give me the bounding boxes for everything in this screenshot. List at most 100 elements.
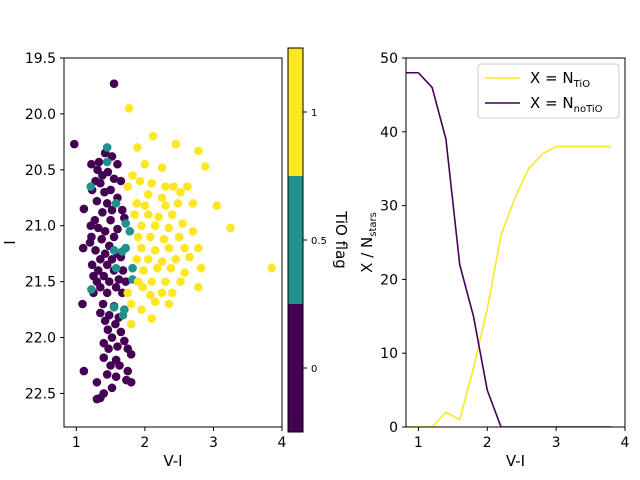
line-y-axis-label-main: X / N bbox=[358, 237, 376, 273]
scatter-point-flag-0-27 bbox=[86, 221, 96, 231]
scatter-point-flag-1-33 bbox=[133, 232, 143, 242]
scatter-point-flag-0-16 bbox=[106, 185, 115, 195]
scatter-point-flag-0-72 bbox=[113, 342, 122, 351]
scatter-point-flag-1-26 bbox=[168, 210, 177, 219]
scatter-point-flag-0-28 bbox=[93, 223, 103, 233]
legend-label-notio: X = NnoTiO bbox=[530, 94, 603, 115]
scatter-y-tick-label-6: 22.5 bbox=[25, 386, 56, 402]
scatter-point-flag-1-55 bbox=[147, 277, 157, 286]
legend-label-tio-main: X = N bbox=[530, 69, 574, 87]
scatter-point-flag-0-85 bbox=[92, 377, 102, 387]
scatter-point-flag-0_5-12 bbox=[87, 285, 96, 294]
legend-label-tio-sub: TiO bbox=[573, 79, 591, 90]
scatter-point-flag-1-60 bbox=[138, 282, 148, 292]
scatter-point-flag-0-20 bbox=[79, 204, 89, 214]
colorbar-tick-label-1: 0.5 bbox=[311, 236, 327, 247]
scatter-point-flag-0_5-14 bbox=[109, 303, 119, 312]
scatter-point-flag-1-59 bbox=[157, 288, 167, 298]
scatter-point-flag-1-31 bbox=[178, 219, 187, 228]
scatter-point-flag-0-29 bbox=[100, 227, 110, 236]
scatter-y-tick-label-4: 21.5 bbox=[25, 275, 56, 291]
scatter-x-axis-label: V-I bbox=[163, 452, 182, 470]
scatter-point-flag-1-42 bbox=[194, 243, 203, 253]
scatter-point-flag-1-32 bbox=[226, 223, 235, 233]
scatter-point-flag-0-75 bbox=[99, 353, 109, 362]
colorbar-band-1 bbox=[288, 176, 303, 304]
scatter-point-flag-1-17 bbox=[176, 187, 185, 197]
legend: X = NTiO X = NnoTiO bbox=[477, 63, 620, 119]
scatter-point-flag-0_5-4 bbox=[121, 219, 130, 228]
scatter-point-flag-1-23 bbox=[130, 210, 139, 219]
line-x-tick-label-0: 1 bbox=[414, 435, 423, 451]
scatter-x-ticks: 1 2 3 4 bbox=[72, 427, 287, 451]
scatter-point-flag-1-30 bbox=[164, 223, 174, 233]
line-y-tick-label-0: 0 bbox=[389, 420, 398, 436]
scatter-point-flag-0-5 bbox=[87, 159, 96, 169]
scatter-point-flag-0-71 bbox=[99, 338, 109, 348]
scatter-point-flag-1-34 bbox=[146, 232, 155, 242]
scatter-point-flag-1-28 bbox=[137, 221, 146, 231]
scatter-point-flag-1-12 bbox=[123, 182, 133, 191]
scatter-point-flag-0-22 bbox=[107, 205, 117, 215]
scatter-point-flag-1-56 bbox=[161, 277, 170, 286]
scatter-point-flag-0-17 bbox=[92, 196, 102, 206]
scatter-point-flag-1-19 bbox=[140, 201, 150, 210]
scatter-point-flag-0-67 bbox=[103, 325, 113, 335]
scatter-point-flag-1-35 bbox=[159, 234, 169, 244]
scatter-point-flag-0-34 bbox=[85, 238, 95, 247]
scatter-point-flag-1-58 bbox=[146, 290, 155, 300]
scatter-point-flag-1-7 bbox=[200, 162, 210, 171]
line-x-axis-label: V-I bbox=[506, 452, 525, 470]
scatter-point-flag-0-30 bbox=[113, 224, 122, 234]
scatter-point-flag-0-32 bbox=[97, 234, 106, 244]
scatter-point-flag-1-43 bbox=[132, 254, 141, 264]
scatter-point-flag-1-61 bbox=[194, 282, 203, 292]
colorbar-band-2 bbox=[288, 48, 303, 176]
scatter-point-flag-1-3 bbox=[133, 143, 142, 152]
scatter-point-flag-1-47 bbox=[185, 252, 194, 262]
scatter-point-flag-0-25 bbox=[106, 215, 115, 225]
scatter-point-flag-0_5-0 bbox=[102, 143, 112, 152]
scatter-point-flag-0-70 bbox=[120, 336, 129, 346]
scatter-y-ticks: 19.5 20.0 20.5 21.0 21.5 22.0 22.5 bbox=[25, 51, 64, 402]
scatter-point-flag-0-40 bbox=[96, 254, 105, 264]
line-axes-frame bbox=[405, 57, 626, 428]
scatter-point-flag-0-49 bbox=[99, 271, 109, 281]
scatter-point-flag-0_5-10 bbox=[128, 263, 137, 273]
line-series bbox=[406, 71, 612, 427]
scatter-point-flag-0-13 bbox=[116, 176, 126, 186]
scatter-point-flag-0-80 bbox=[123, 366, 133, 376]
scatter-point-flag-0_5-2 bbox=[86, 182, 96, 191]
scatter-point-flag-0-83 bbox=[111, 372, 121, 381]
scatter-point-flag-1-52 bbox=[196, 263, 206, 273]
scatter-point-flag-0-90 bbox=[92, 394, 102, 404]
scatter-point-flag-0-12 bbox=[109, 174, 119, 184]
scatter-point-flag-1-8 bbox=[128, 171, 137, 180]
scatter-point-flag-0-60 bbox=[98, 299, 108, 309]
scatter-point-flag-1-64 bbox=[164, 299, 174, 309]
line-series-notio bbox=[406, 71, 612, 427]
scatter-point-flag-1-68 bbox=[147, 314, 157, 323]
scatter-point-flag-0_5-8 bbox=[117, 247, 127, 256]
colorbar-ticks: 00.51 bbox=[303, 108, 327, 375]
scatter-point-flag-0-41 bbox=[107, 254, 117, 264]
scatter-point-flag-0-78 bbox=[106, 361, 115, 370]
scatter-point-flag-0-36 bbox=[78, 243, 88, 253]
scatter-point-flag-0-73 bbox=[104, 344, 113, 354]
scatter-y-tick-label-5: 22.0 bbox=[25, 331, 56, 347]
scatter-point-flag-1-14 bbox=[183, 182, 192, 191]
legend-entry-tio: X = NTiO bbox=[485, 69, 590, 90]
scatter-point-flag-1-46 bbox=[171, 254, 181, 264]
scatter-point-flag-0-0 bbox=[69, 139, 79, 149]
legend-entry-notio: X = NnoTiO bbox=[485, 94, 603, 115]
line-x-ticks: 1 2 3 4 bbox=[414, 427, 630, 451]
scatter-point-flag-1-69 bbox=[126, 319, 136, 329]
line-y-axis-label: X / Nstars bbox=[358, 212, 379, 273]
scatter-point-flag-1-25 bbox=[154, 212, 163, 222]
scatter-point-flag-0-21 bbox=[98, 208, 107, 217]
scatter-point-flag-1-2 bbox=[171, 139, 181, 149]
scatter-point-flag-0-55 bbox=[111, 282, 121, 292]
line-series-tio bbox=[406, 145, 612, 427]
scatter-point-flag-0-81 bbox=[79, 366, 89, 376]
